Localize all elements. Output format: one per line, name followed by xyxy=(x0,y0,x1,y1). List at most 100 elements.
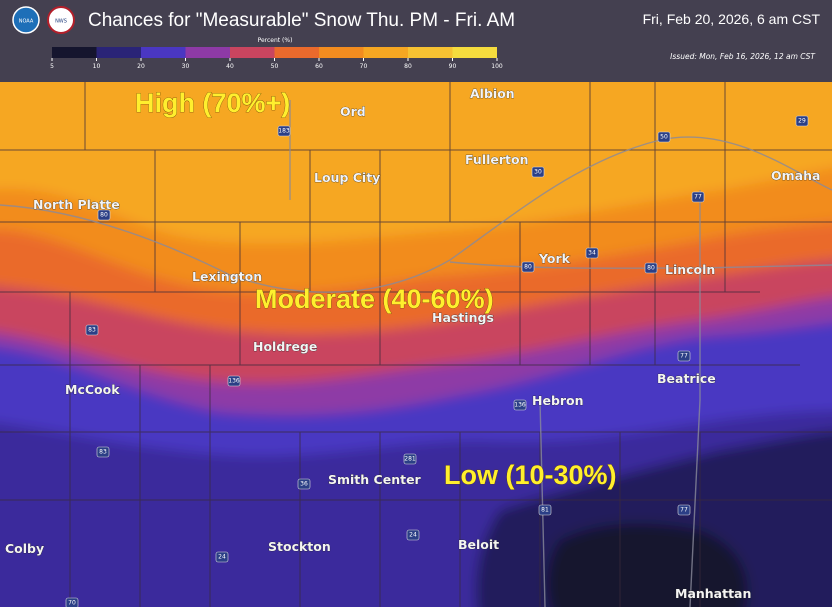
legend-tick-label: 10 xyxy=(93,63,101,70)
city-label: Colby xyxy=(5,541,44,556)
city-label: Loup City xyxy=(314,170,380,185)
legend-swatch xyxy=(408,47,453,58)
city-label: York xyxy=(538,251,571,266)
county-lines xyxy=(0,82,832,607)
city-label: McCook xyxy=(65,382,120,397)
legend-tick-label: 20 xyxy=(137,63,145,70)
city-label: Lincoln xyxy=(665,262,715,277)
legend-tick-label: 90 xyxy=(449,63,457,70)
legend-swatch xyxy=(230,47,275,58)
highway-shield xyxy=(406,529,420,541)
city-label: Hebron xyxy=(532,393,584,408)
highway-shield xyxy=(513,399,527,411)
highway-number: 136 xyxy=(228,378,240,385)
city-label: Ord xyxy=(340,104,366,119)
city-label: Stockton xyxy=(268,539,331,554)
city-label: North Platte xyxy=(33,197,120,212)
city-label: Holdrege xyxy=(253,339,317,354)
highway-shield xyxy=(691,191,705,203)
highway-shield xyxy=(227,375,241,387)
legend-tick-label: 5 xyxy=(50,63,54,70)
highway-shield xyxy=(585,247,599,259)
header-bar xyxy=(0,0,832,82)
highway-number: 77 xyxy=(694,194,702,201)
highway-shield xyxy=(215,551,229,563)
labels: 183 80 30 50 29 77 80 34 80 83 136 77 136 83 281 36 24 24… xyxy=(5,86,821,607)
highway-shield xyxy=(96,446,110,458)
highway-number: 24 xyxy=(218,554,226,561)
highway-shield xyxy=(644,262,658,274)
highway-number: 281 xyxy=(404,456,416,463)
legend-tick-label: 70 xyxy=(360,63,368,70)
legend-tick-label: 50 xyxy=(271,63,279,70)
highway-shield xyxy=(403,453,417,465)
highway-shield xyxy=(677,350,691,362)
city-label: Omaha xyxy=(771,168,820,183)
legend-tick-label: 40 xyxy=(226,63,234,70)
highway-number: 77 xyxy=(680,507,688,514)
highway-number: 50 xyxy=(660,134,668,141)
highway-shield xyxy=(677,504,691,516)
highway-number: 80 xyxy=(524,264,532,271)
city-label: Lexington xyxy=(192,269,262,284)
highway-shield xyxy=(538,504,552,516)
highway-number: 70 xyxy=(68,600,76,607)
legend-tick-label: 30 xyxy=(182,63,190,70)
highway-number: 29 xyxy=(798,118,806,125)
issued-time: Issued: Mon, Feb 16, 2026, 12 am CST xyxy=(670,52,816,61)
title: Chances for "Measurable" Snow Thu. PM - … xyxy=(88,10,515,31)
highway-number: 81 xyxy=(541,507,549,514)
highway-shield xyxy=(521,261,535,273)
highway-number: 24 xyxy=(409,532,417,539)
city-label: Hastings xyxy=(432,310,494,325)
city-label: Albion xyxy=(470,86,515,101)
nws-logo xyxy=(47,6,75,34)
noaa-logo xyxy=(12,6,40,34)
city-label: Smith Center xyxy=(328,472,422,487)
legend-swatch xyxy=(452,47,497,58)
highway-number: 30 xyxy=(534,169,542,176)
highway-number: 80 xyxy=(100,212,108,219)
legend-tick-label: 60 xyxy=(315,63,323,70)
highway-number: 83 xyxy=(88,327,96,334)
logo-text: NOAA xyxy=(19,19,34,25)
legend-swatch xyxy=(52,47,97,58)
highway-shield xyxy=(795,115,809,127)
highway-number: 83 xyxy=(99,449,107,456)
city-label: Manhattan xyxy=(675,586,751,601)
highway-number: 34 xyxy=(588,250,596,257)
city-label: Fullerton xyxy=(465,152,529,167)
legend-swatch xyxy=(319,47,364,58)
highway-number: 80 xyxy=(647,265,655,272)
region-label: Moderate (40-60%) xyxy=(255,284,494,314)
highway-number: 36 xyxy=(300,481,308,488)
highway-shield xyxy=(277,125,291,137)
legend-swatch xyxy=(363,47,408,58)
highway-shield xyxy=(297,478,311,490)
legend-swatch xyxy=(141,47,186,58)
highway-shield xyxy=(657,131,671,143)
legend-swatch xyxy=(96,47,141,58)
valid-time: Fri, Feb 20, 2026, 6 am CST xyxy=(643,11,821,27)
highway-shield xyxy=(531,166,545,178)
city-label: Beloit xyxy=(458,537,499,552)
highway-number: 136 xyxy=(514,402,526,409)
highway-shield xyxy=(97,209,111,221)
legend-swatch xyxy=(274,47,319,58)
region-label: Low (10-30%) xyxy=(444,460,617,490)
legend-tick-label: 80 xyxy=(404,63,412,70)
city-label: Beatrice xyxy=(657,371,716,386)
legend: 5 10 20 30 40 50 60 70 80 90 100 xyxy=(50,47,503,70)
highway-shield xyxy=(85,324,99,336)
region-label: High (70%+) xyxy=(135,88,290,118)
highways xyxy=(0,100,832,607)
legend-title: Percent (%) xyxy=(258,37,293,44)
logo-text: NWS xyxy=(55,19,67,25)
highway-number: 77 xyxy=(680,353,688,360)
legend-tick-label: 100 xyxy=(491,63,503,70)
highway-shield xyxy=(65,597,79,607)
legend-swatch xyxy=(185,47,230,58)
